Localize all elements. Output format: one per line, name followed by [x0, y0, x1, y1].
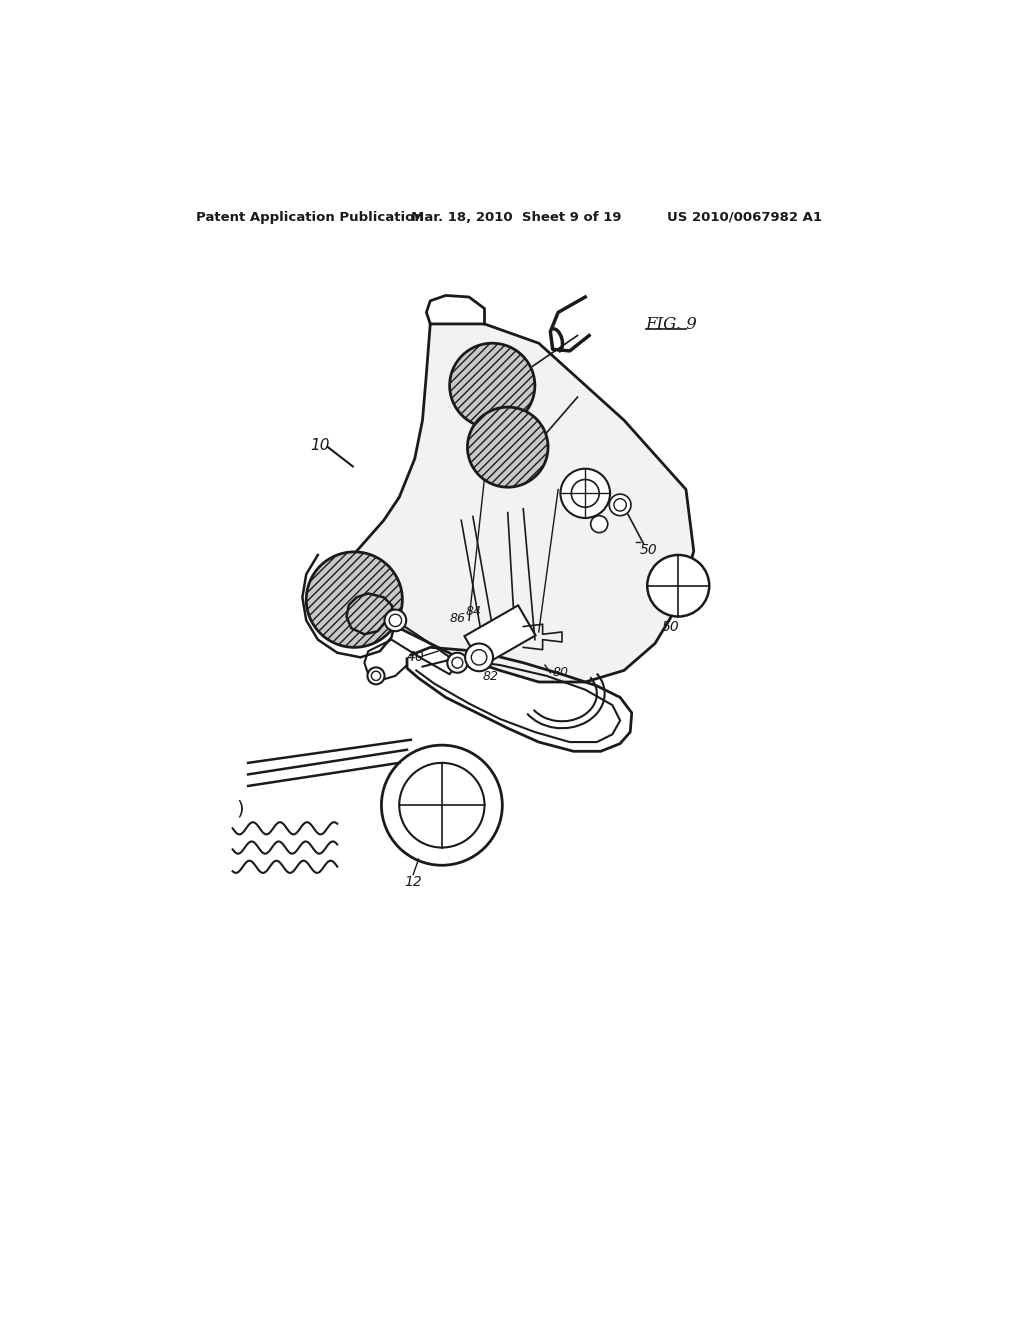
Circle shape: [389, 614, 401, 627]
Text: 12: 12: [404, 875, 422, 890]
Text: FIG. 9: FIG. 9: [646, 317, 697, 333]
Circle shape: [614, 499, 627, 511]
Text: ): ): [237, 800, 244, 818]
Circle shape: [471, 649, 486, 665]
Text: 50: 50: [662, 620, 679, 635]
Circle shape: [399, 763, 484, 847]
Circle shape: [450, 343, 535, 428]
Text: 10: 10: [310, 438, 330, 453]
Polygon shape: [349, 323, 693, 682]
Text: 40: 40: [407, 651, 425, 664]
Circle shape: [306, 552, 402, 647]
Circle shape: [591, 516, 607, 533]
Circle shape: [447, 653, 467, 673]
Text: 80: 80: [553, 667, 568, 680]
Circle shape: [571, 479, 599, 507]
Circle shape: [452, 657, 463, 668]
Circle shape: [465, 644, 493, 671]
Text: Patent Application Publication: Patent Application Publication: [197, 211, 424, 224]
Circle shape: [560, 469, 610, 517]
Circle shape: [385, 610, 407, 631]
Text: Mar. 18, 2010  Sheet 9 of 19: Mar. 18, 2010 Sheet 9 of 19: [411, 211, 622, 224]
Circle shape: [609, 494, 631, 516]
Text: US 2010/0067982 A1: US 2010/0067982 A1: [667, 211, 821, 224]
Text: 86: 86: [450, 612, 466, 626]
Circle shape: [467, 407, 548, 487]
Text: 50: 50: [640, 544, 657, 557]
Text: 84: 84: [465, 605, 481, 618]
Circle shape: [647, 554, 710, 616]
FancyBboxPatch shape: [465, 606, 536, 667]
Circle shape: [368, 668, 385, 684]
Circle shape: [381, 744, 503, 866]
Text: 82: 82: [483, 671, 499, 684]
Circle shape: [372, 671, 381, 681]
